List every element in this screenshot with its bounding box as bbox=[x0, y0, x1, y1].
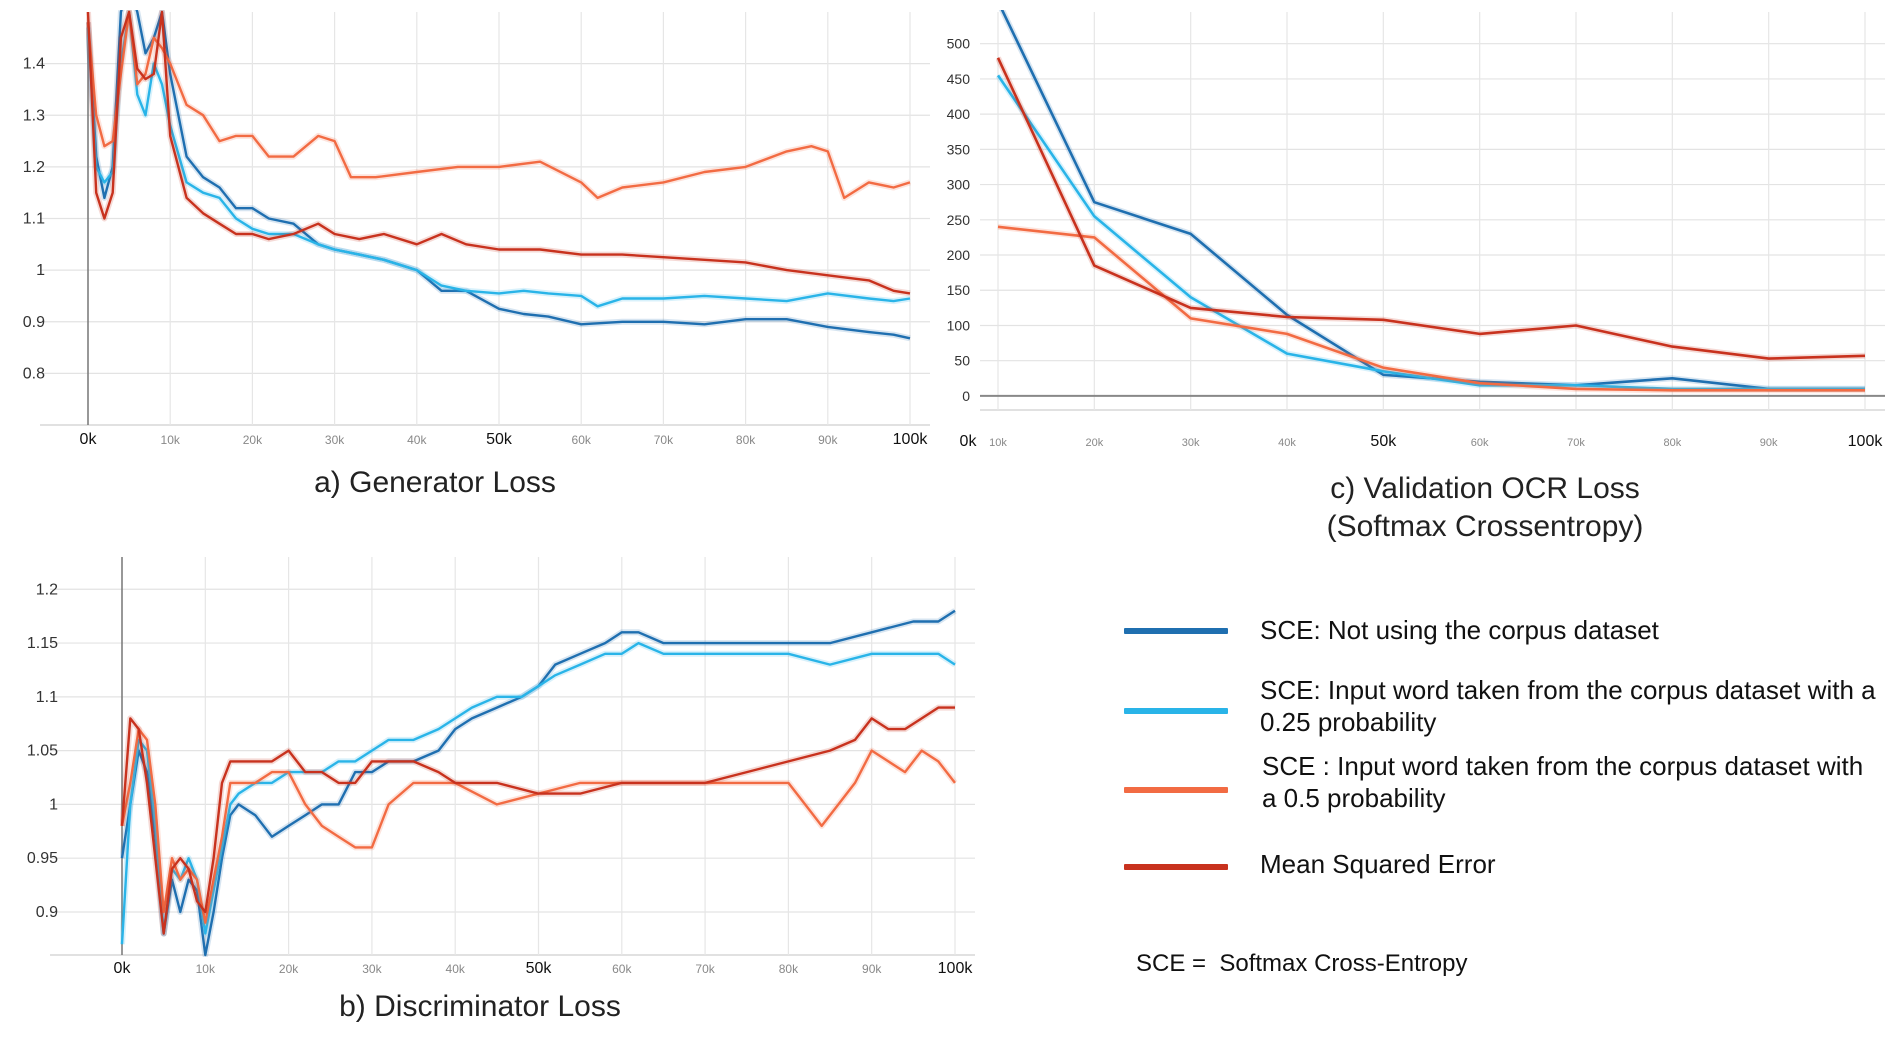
series-line-sce_corpus_025 bbox=[86, 10, 911, 308]
validation-ocr-loss-caption: c) Validation OCR Loss (Softmax Crossent… bbox=[1245, 470, 1725, 546]
x-tick-label: 50k bbox=[1370, 433, 1397, 450]
y-tick-label: 1.4 bbox=[23, 56, 45, 73]
x-tick-label: 0k bbox=[80, 431, 98, 448]
x-tick-label: 90k bbox=[862, 962, 882, 976]
x-tick-label: 90k bbox=[1760, 437, 1778, 449]
y-tick-label: 350 bbox=[947, 141, 971, 157]
generator-loss-plot: 0.8 0.9 1 1.1 1.2 1.3 1.4 0k 10k 20k 30k 40k 50k 60k 7… bbox=[23, 10, 930, 448]
series-line-mse bbox=[120, 706, 955, 935]
y-tick-label: 1.2 bbox=[23, 159, 45, 176]
legend-label-sce-no-corpus: SCE: Not using the corpus dataset bbox=[1260, 615, 1659, 645]
x-tick-label: 40k bbox=[407, 433, 427, 447]
series-group bbox=[86, 10, 911, 342]
y-tick-label: 1.3 bbox=[23, 107, 45, 124]
validation-ocr-loss-chart: 0 50 100 150 200 250 300 350 400 450 500 0k 10k 20k 30… bbox=[940, 0, 1885, 460]
series-halo-mse bbox=[996, 56, 1866, 362]
x-tick-label: 10k bbox=[989, 437, 1007, 449]
y-tick-label: 200 bbox=[947, 247, 971, 263]
y-tick-label: 1.1 bbox=[23, 211, 45, 228]
x-tick-label: 40k bbox=[446, 962, 466, 976]
x-tick-label: 0k bbox=[960, 433, 978, 450]
y-tick-label: 1 bbox=[36, 262, 45, 279]
y-tick-label: 1.2 bbox=[36, 581, 58, 598]
legend-swatch-sce-corpus-025 bbox=[1124, 708, 1228, 714]
validation-ocr-loss-plot: 0 50 100 150 200 250 300 350 400 450 500 0k 10k 20k 30… bbox=[947, 10, 1885, 450]
series-line-sce_corpus_025 bbox=[996, 74, 1865, 391]
generator-loss-title: a) Generator Loss bbox=[314, 466, 556, 499]
legend-footnote: SCE = Softmax Cross-Entropy bbox=[1136, 950, 1468, 977]
x-tick-label: 80k bbox=[736, 433, 756, 447]
series-line-mse bbox=[996, 57, 1866, 360]
legend-swatch-mse bbox=[1124, 864, 1228, 870]
x-tick-label: 90k bbox=[818, 433, 838, 447]
x-tick-label: 10k bbox=[196, 962, 216, 976]
x-tick-label: 20k bbox=[243, 433, 263, 447]
y-tick-label: 1 bbox=[49, 796, 58, 813]
legend-label-sce-corpus-025: SCE: Input word taken from the corpus da… bbox=[1260, 675, 1876, 737]
series-group bbox=[120, 608, 958, 957]
x-tick-label: 100k bbox=[1848, 433, 1884, 450]
y-tick-label: 1.05 bbox=[27, 743, 58, 760]
y-tick-label: 0.9 bbox=[23, 314, 45, 331]
series-line-sce_corpus_025 bbox=[120, 641, 956, 945]
x-tick-label: 20k bbox=[279, 962, 299, 976]
series-halo-sce_corpus_05 bbox=[997, 223, 1865, 394]
validation-ocr-loss-title: c) Validation OCR Loss bbox=[1330, 472, 1640, 505]
x-tick-label: 70k bbox=[654, 433, 674, 447]
x-tick-label: 30k bbox=[362, 962, 382, 976]
generator-loss-chart: 0.8 0.9 1 1.1 1.2 1.3 1.4 0k 10k 20k 30k 40k 50k 60k 7… bbox=[0, 0, 930, 460]
x-tick-label: 20k bbox=[1085, 437, 1103, 449]
x-tick-label: 60k bbox=[572, 433, 592, 447]
x-tick-label: 100k bbox=[938, 960, 974, 977]
discriminator-loss-caption: b) Discriminator Loss bbox=[260, 990, 700, 1024]
x-tick-label: 30k bbox=[1182, 437, 1200, 449]
y-tick-label: 250 bbox=[947, 212, 971, 228]
series-line-sce_no_corpus bbox=[1000, 10, 1865, 391]
y-tick-label: 500 bbox=[947, 36, 971, 52]
x-tick-label: 30k bbox=[325, 433, 345, 447]
y-tick-label: 100 bbox=[947, 317, 971, 333]
generator-loss-caption: a) Generator Loss bbox=[200, 466, 670, 500]
series-line-mse bbox=[86, 10, 911, 295]
discriminator-loss-plot: 0.9 0.95 1 1.05 1.1 1.15 1.2 0k 10k 20k 30k 40k 50k 6… bbox=[27, 557, 975, 977]
x-tick-label: 60k bbox=[1471, 437, 1489, 449]
discriminator-loss-chart: 0.9 0.95 1 1.05 1.1 1.15 1.2 0k 10k 20k 30k 40k 50k 6… bbox=[0, 535, 980, 995]
legend-label-mse: Mean Squared Error bbox=[1260, 849, 1496, 879]
y-tick-label: 0.8 bbox=[23, 365, 45, 382]
y-tick-label: 400 bbox=[947, 106, 971, 122]
discriminator-loss-title: b) Discriminator Loss bbox=[339, 990, 621, 1023]
series-line-sce_corpus_05 bbox=[120, 727, 956, 924]
validation-ocr-loss-subtitle: (Softmax Crossentropy) bbox=[1326, 510, 1644, 543]
legend-swatch-sce-no-corpus bbox=[1124, 628, 1228, 634]
x-tick-label: 50k bbox=[526, 960, 553, 977]
legend-label-sce-corpus-05: SCE : Input word taken from the corpus d… bbox=[1262, 751, 1864, 813]
legend-swatch-sce-corpus-05 bbox=[1124, 787, 1228, 793]
series-halo-sce_corpus_025 bbox=[996, 73, 1865, 392]
y-tick-label: 300 bbox=[947, 177, 971, 193]
y-tick-label: 0.9 bbox=[36, 904, 58, 921]
y-tick-label: 1.15 bbox=[27, 635, 58, 652]
x-tick-label: 50k bbox=[486, 431, 513, 448]
y-tick-label: 0.95 bbox=[27, 850, 58, 867]
x-tick-label: 10k bbox=[161, 433, 181, 447]
x-tick-label: 80k bbox=[779, 962, 799, 976]
y-tick-label: 1.1 bbox=[36, 689, 58, 706]
series-group bbox=[996, 10, 1866, 394]
x-tick-label: 40k bbox=[1278, 437, 1296, 449]
x-tick-label: 70k bbox=[695, 962, 715, 976]
y-tick-label: 450 bbox=[947, 71, 971, 87]
x-tick-label: 80k bbox=[1663, 437, 1681, 449]
y-tick-label: 150 bbox=[947, 282, 971, 298]
x-tick-label: 0k bbox=[114, 960, 132, 977]
series-line-sce_corpus_05 bbox=[997, 225, 1865, 392]
x-tick-label: 70k bbox=[1567, 437, 1585, 449]
series-line-sce_no_corpus bbox=[120, 609, 956, 957]
series-halo-sce_no_corpus bbox=[998, 10, 1865, 392]
y-tick-label: 50 bbox=[954, 353, 970, 369]
y-tick-label: 0 bbox=[962, 388, 970, 404]
x-tick-label: 60k bbox=[612, 962, 632, 976]
series-line-sce_corpus_05 bbox=[86, 10, 911, 200]
x-tick-label: 100k bbox=[893, 431, 929, 448]
